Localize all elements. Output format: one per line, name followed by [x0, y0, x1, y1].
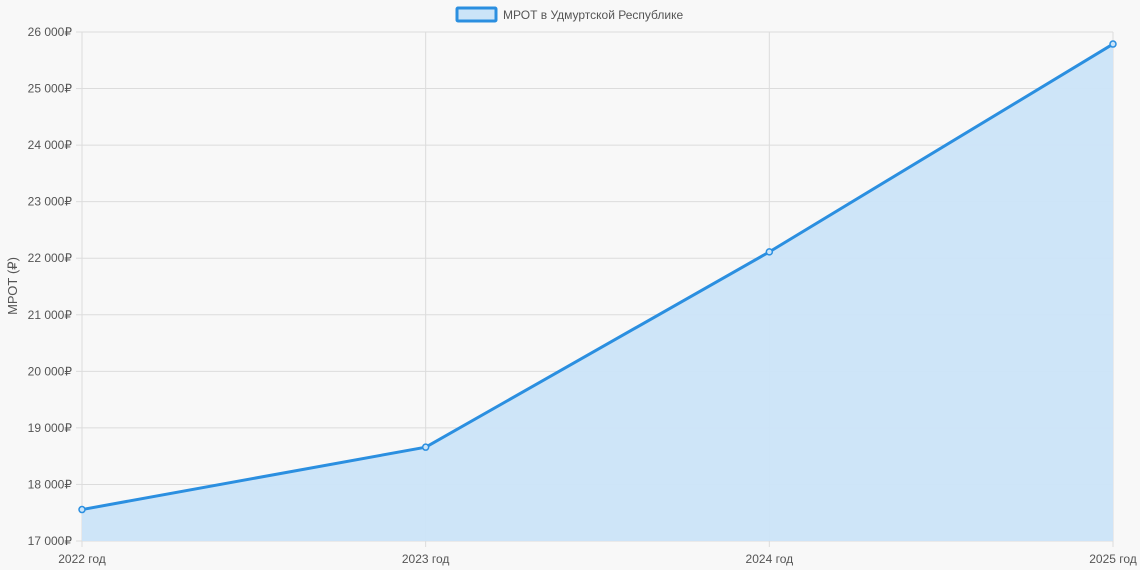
- y-tick-label: 22 000₽: [28, 251, 73, 265]
- area-layer: [82, 44, 1113, 542]
- point-layer: [78, 40, 1117, 514]
- legend-swatch[interactable]: [455, 6, 498, 23]
- y-tick-label: 26 000₽: [28, 25, 73, 39]
- y-tick-label: 25 000₽: [28, 82, 73, 96]
- series-line: [81, 42, 1114, 512]
- data-point[interactable]: [78, 505, 86, 514]
- line-layer: [81, 42, 1114, 512]
- legend[interactable]: МРОТ в Удмуртской Республике: [455, 6, 683, 23]
- y-tick-label: 23 000₽: [28, 195, 73, 209]
- y-tick-label: 18 000₽: [28, 477, 73, 491]
- y-tick-label: 19 000₽: [28, 421, 73, 435]
- y-tick-label: 20 000₽: [28, 364, 73, 378]
- data-point[interactable]: [765, 248, 774, 256]
- data-point[interactable]: [421, 443, 430, 451]
- y-tick-label: 21 000₽: [28, 308, 73, 322]
- y-axis-ticks: 17 000₽ 18 000₽ 19 000₽ 20 000₽ 21 000₽ 22 00…: [28, 25, 73, 548]
- y-tick-label: 17 000₽: [28, 534, 73, 548]
- legend-label[interactable]: МРОТ в Удмуртской Республике: [503, 8, 683, 22]
- data-point[interactable]: [1109, 40, 1117, 48]
- x-tick-label: 2024 год: [746, 552, 794, 566]
- series-area: [82, 44, 1113, 542]
- x-tick-label: 2023 год: [402, 552, 450, 566]
- y-axis-title: МРОТ (₽): [5, 257, 20, 315]
- x-axis-ticks: 2022 год 2023 год 2024 год 2025 год: [58, 552, 1137, 566]
- x-tick-label: 2022 год: [58, 552, 106, 566]
- x-tick-label: 2025 год: [1089, 552, 1137, 566]
- y-tick-label: 24 000₽: [28, 138, 73, 152]
